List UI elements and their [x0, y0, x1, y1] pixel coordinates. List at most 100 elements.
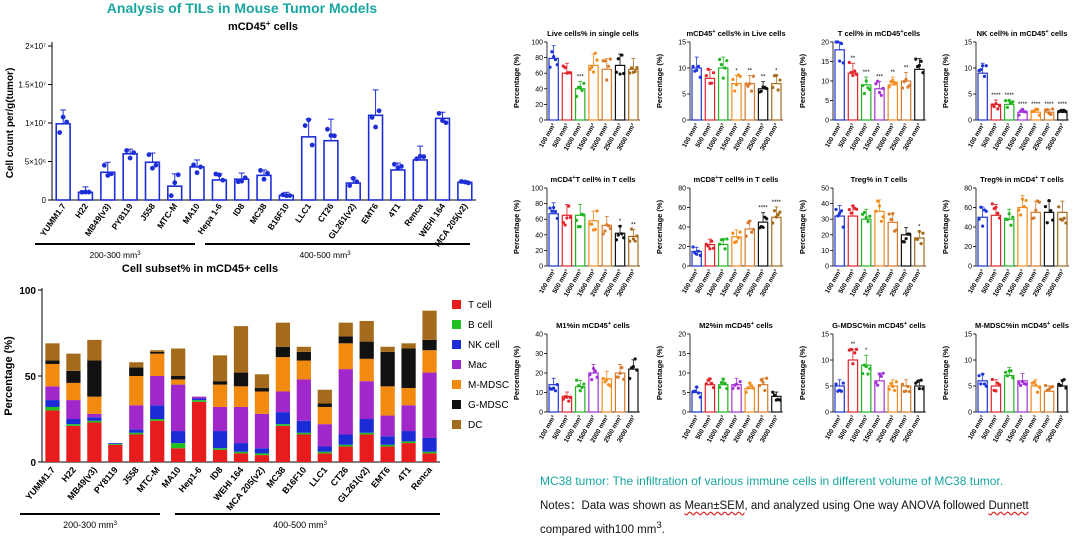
- panel-y-axis-label: Percentage (%): [941, 345, 950, 400]
- data-point: [146, 152, 152, 158]
- data-point: [440, 118, 445, 124]
- panel-data-point: [719, 380, 724, 385]
- panel-data-point: [576, 384, 581, 388]
- panel-data-point: [704, 382, 708, 386]
- panel-y-tick-label: 80: [535, 201, 543, 208]
- panel-data-point: [981, 372, 985, 376]
- panel-bar: [628, 368, 639, 413]
- panel-data-point: [618, 224, 622, 228]
- data-point: [108, 171, 114, 177]
- panel-data-point: [736, 236, 740, 240]
- panel-data-point: [555, 63, 559, 67]
- panel-title-sup: +: [715, 175, 718, 181]
- x-tick-label: YUMM1.7: [24, 465, 57, 502]
- panel-data-point: [751, 386, 755, 390]
- data-point: [302, 123, 308, 128]
- panel-y-tick-label: 10: [821, 358, 829, 365]
- significance-mark: **: [890, 70, 895, 76]
- panel-title: Live cells% in single cells: [547, 29, 639, 38]
- panel-data-point: [719, 63, 724, 67]
- panel-data-point: [591, 366, 596, 371]
- panel-data-point: [601, 376, 605, 381]
- panel-bar: [691, 391, 702, 413]
- panel-data-point: [841, 381, 845, 385]
- panel-bar: [601, 68, 613, 121]
- stack-segment: [45, 360, 60, 364]
- chart-title-suffix: cells: [271, 21, 299, 33]
- panel-y-tick-label: 0: [539, 264, 543, 271]
- chart-title: mCD45+ cells: [228, 19, 298, 34]
- data-point: [391, 161, 397, 167]
- panel-data-point: [849, 347, 853, 352]
- panel-data-point: [1051, 107, 1055, 111]
- panel-data-point: [553, 389, 558, 393]
- stack-segment: [338, 336, 353, 344]
- data-point: [83, 189, 88, 195]
- stack-segment: [191, 400, 207, 402]
- panel-data-point: [614, 70, 619, 74]
- panel-data-point: [877, 90, 882, 95]
- panel-data-point: [902, 240, 906, 244]
- panel-y-tick-label: 0: [682, 118, 686, 125]
- stack-segment: [338, 343, 353, 370]
- panel-data-point: [917, 63, 921, 68]
- panel-data-point: [765, 86, 769, 91]
- stack-segment: [338, 434, 353, 445]
- panel-data-point: [561, 397, 565, 401]
- panel-data-point: [841, 225, 845, 229]
- panel-data-point: [693, 389, 697, 393]
- stack-segment: [129, 434, 144, 462]
- panel-y-tick-label: 60: [535, 217, 543, 224]
- panel-data-point: [605, 378, 609, 382]
- stack-segment: [212, 381, 228, 385]
- panel-y-tick-label: 10: [964, 66, 972, 73]
- panel-data-point: [633, 69, 637, 74]
- panel-data-point: [854, 72, 859, 76]
- panel-data-point: [575, 378, 579, 382]
- panel-bar: [847, 359, 859, 413]
- panel-data-point: [553, 58, 558, 62]
- significance-mark: ****: [1018, 102, 1028, 108]
- panel-data-point: [590, 65, 594, 69]
- legend-label: DC: [468, 420, 482, 431]
- data-point: [57, 130, 63, 135]
- panel-data-point: [887, 85, 891, 89]
- panel-bar: [628, 68, 639, 121]
- stack-segment: [66, 353, 81, 371]
- panel-data-point: [738, 230, 742, 234]
- panel-bar: [834, 215, 845, 267]
- panel-data-point: [731, 231, 735, 235]
- significance-mark: ****: [772, 200, 782, 206]
- group-label-large-sup: 3: [347, 251, 351, 257]
- panel-y-tick-label: 0: [825, 264, 829, 271]
- data-point: [258, 168, 263, 173]
- panel-y-tick-label: 100: [531, 40, 543, 47]
- panel-bar: [1030, 385, 1042, 413]
- panel-data-point: [620, 366, 624, 370]
- stack-segment: [359, 381, 374, 419]
- panel-data-point: [582, 81, 586, 85]
- notes-dunnett: Dunnett: [988, 500, 1029, 512]
- panel-y-tick-label: 40: [821, 201, 829, 208]
- panel-data-point: [1032, 216, 1036, 220]
- panel-data-point: [921, 71, 925, 75]
- stack-segment: [66, 419, 81, 425]
- panel-data-point: [759, 378, 763, 382]
- group-label-large-sup: 3: [324, 521, 328, 527]
- notes-prefix: Notes：Data was shown as: [540, 500, 685, 512]
- data-point: [398, 163, 404, 169]
- panel-data-point: [778, 398, 782, 402]
- panel-data-point: [1034, 383, 1038, 387]
- panel-data-point: [1007, 98, 1011, 103]
- data-point: [465, 180, 471, 186]
- stack-segment: [254, 448, 270, 454]
- panel-y-tick-label: 80: [535, 55, 543, 62]
- stack-segment: [129, 362, 144, 368]
- panel-data-point: [765, 376, 769, 380]
- panel-data-point: [868, 214, 872, 218]
- panel-data-point: [606, 224, 611, 228]
- panel-bar: [914, 68, 925, 121]
- mc38-panels: Live cells% in single cells020406080100P…: [512, 29, 1069, 444]
- panel-data-point: [629, 227, 634, 231]
- panel-title-suffix: cells: [754, 321, 773, 330]
